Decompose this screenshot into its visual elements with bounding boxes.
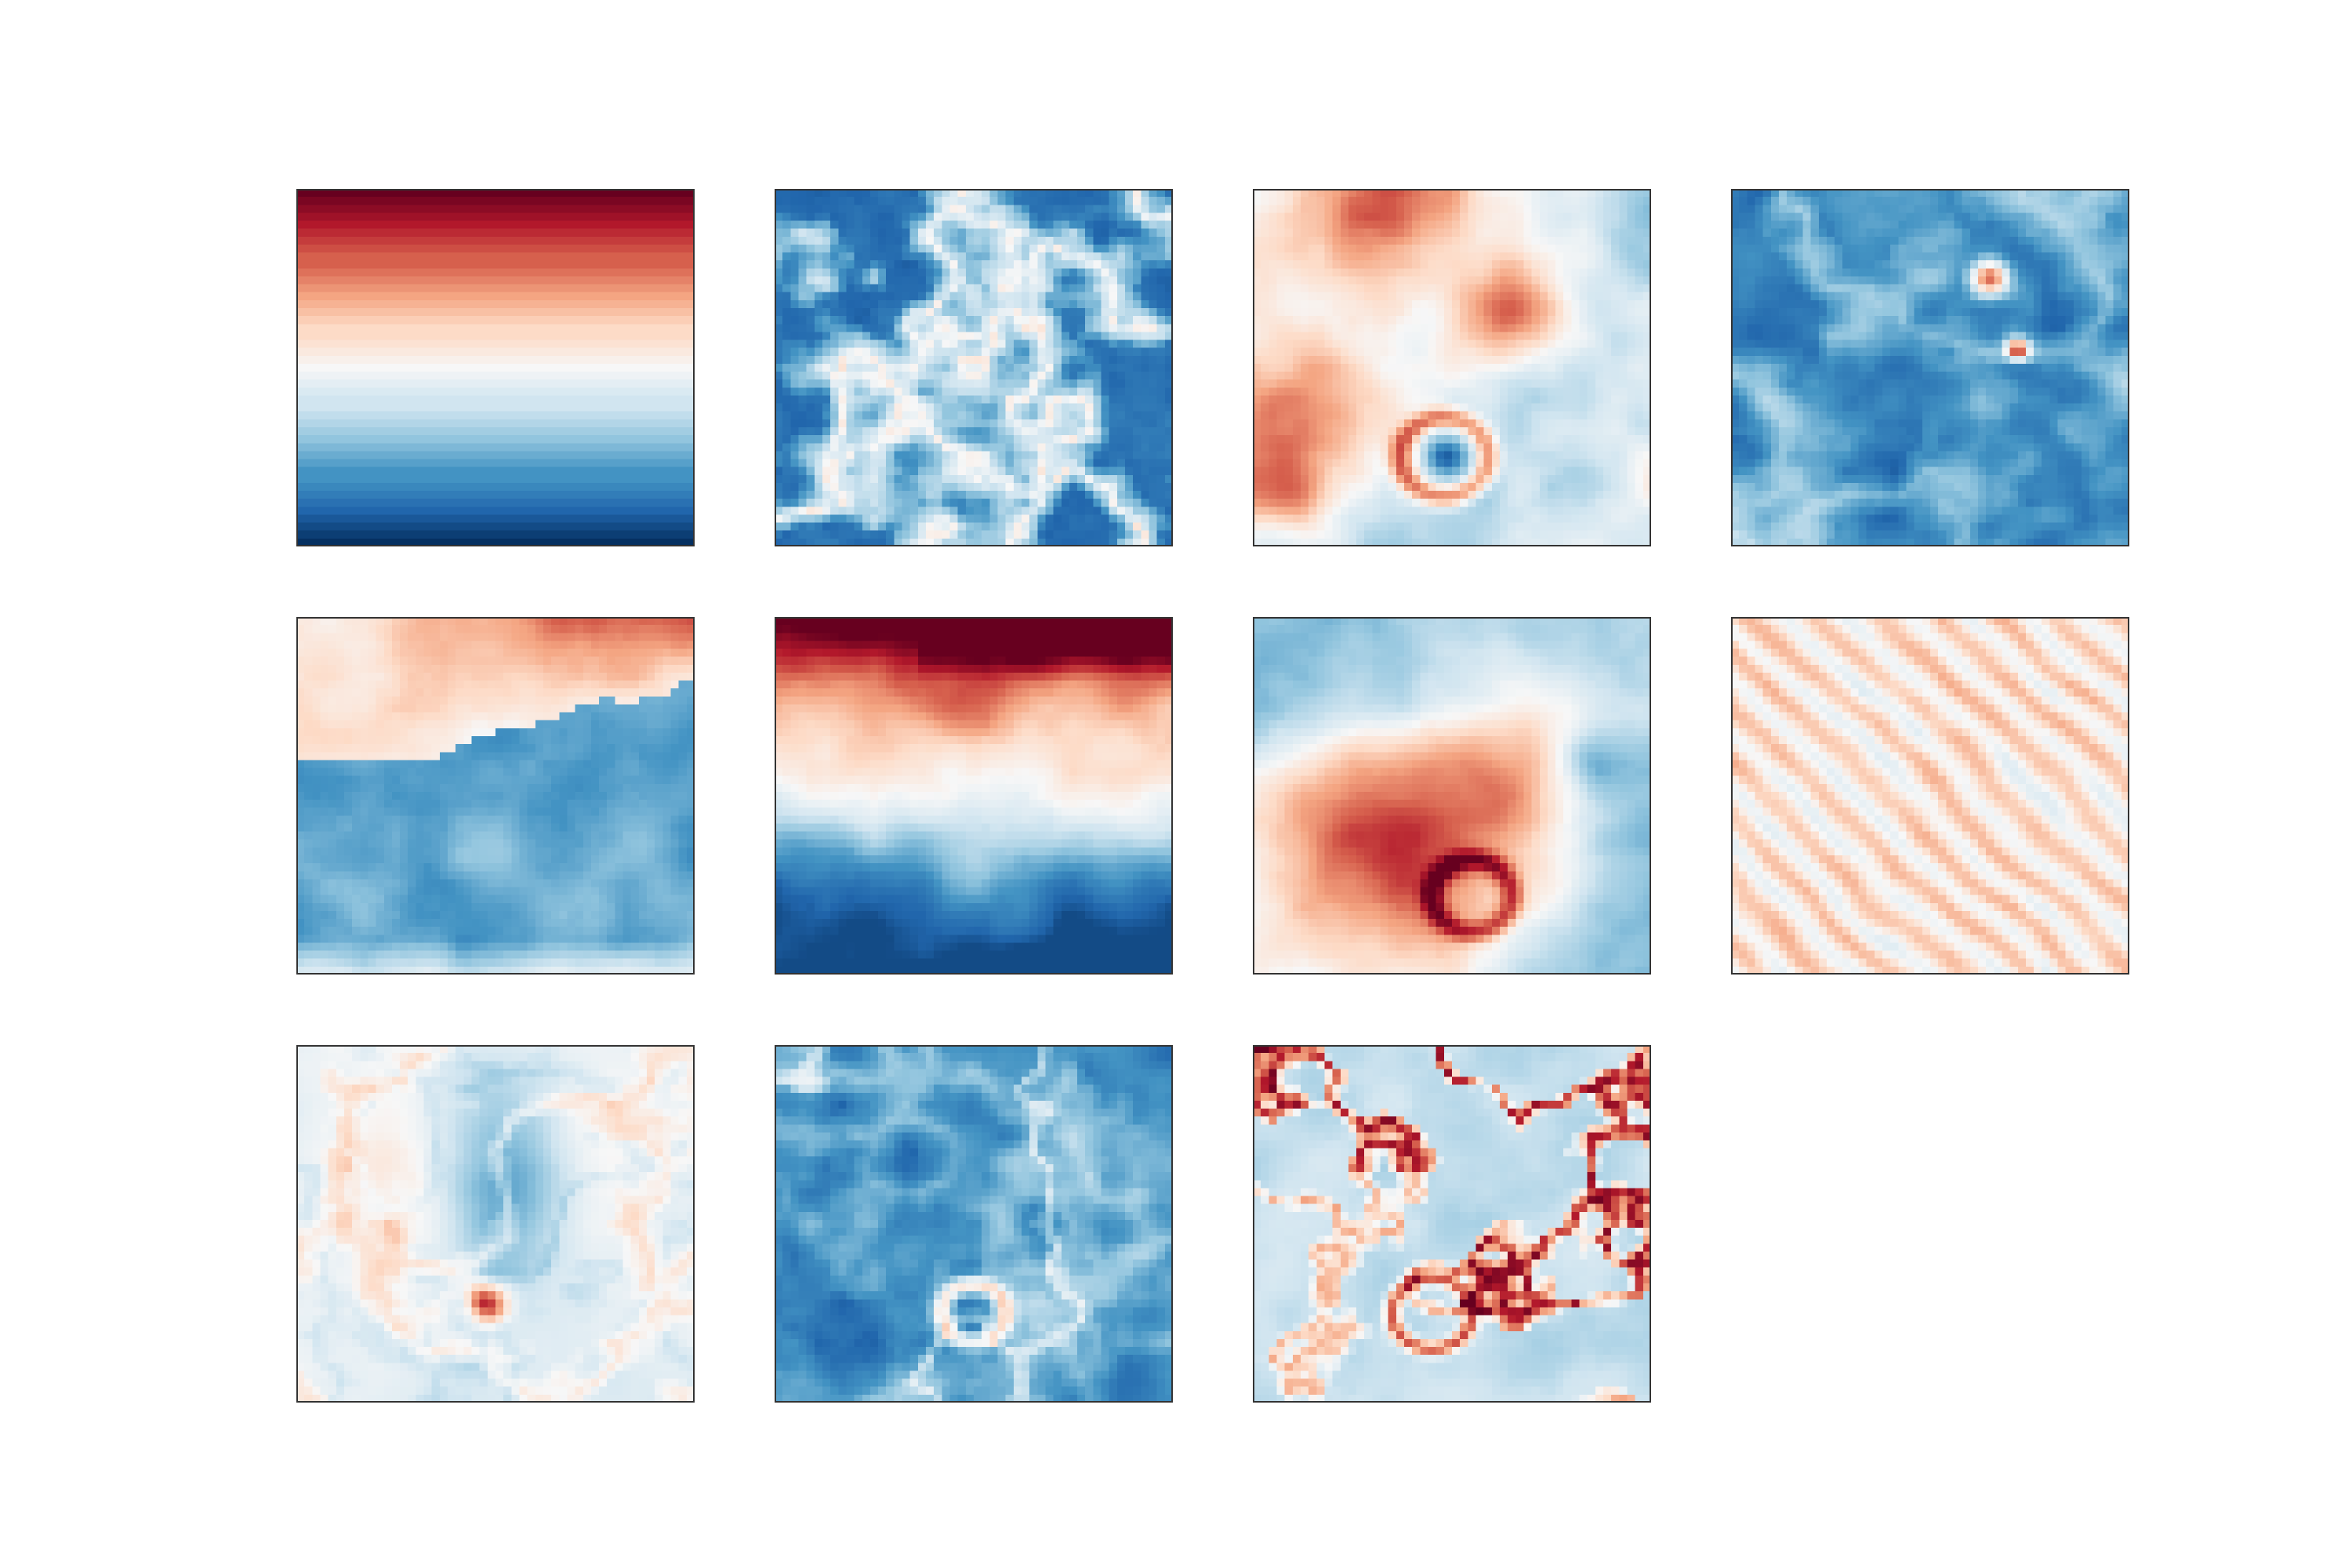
heatmap-cells-7: [1253, 617, 1651, 975]
heatmap-cells-9: [296, 1045, 695, 1403]
heatmap-panel-5: [296, 617, 695, 975]
heatmap-cells-5: [296, 617, 695, 975]
heatmap-cells-11: [1253, 1045, 1651, 1403]
heatmap-cells-6: [775, 617, 1173, 975]
heatmap-panel-9: [296, 1045, 695, 1403]
heatmap-panel-10: [775, 1045, 1173, 1403]
heatmap-panel-7: [1253, 617, 1651, 975]
heatmap-cells-4: [1731, 189, 2129, 546]
heatmap-cells-8: [1731, 617, 2129, 975]
heatmap-cells-1: [296, 189, 695, 546]
heatmap-cells-2: [775, 189, 1173, 546]
heatmap-panel-4: [1731, 189, 2129, 546]
heatmap-panel-8: [1731, 617, 2129, 975]
heatmap-panel-11: [1253, 1045, 1651, 1403]
heatmap-cells-10: [775, 1045, 1173, 1403]
heatmap-cells-3: [1253, 189, 1651, 546]
heatmap-panel-2: [775, 189, 1173, 546]
heatmap-panel-1: [296, 189, 695, 546]
heatmap-panel-6: [775, 617, 1173, 975]
heatmap-panel-3: [1253, 189, 1651, 546]
